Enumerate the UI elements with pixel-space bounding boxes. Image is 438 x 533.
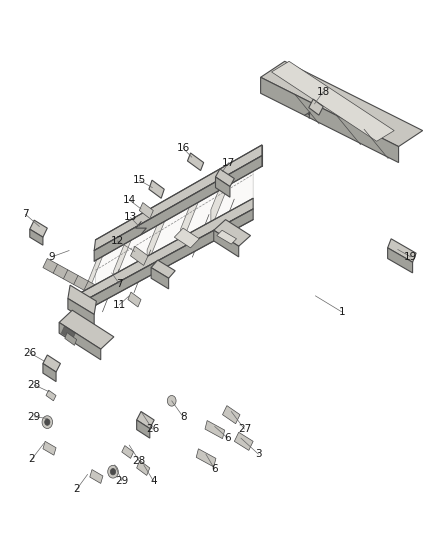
Polygon shape (68, 298, 94, 325)
Polygon shape (174, 228, 199, 248)
Text: 18: 18 (317, 87, 330, 96)
Polygon shape (131, 246, 148, 265)
Polygon shape (90, 470, 103, 483)
Polygon shape (215, 169, 234, 187)
Polygon shape (261, 61, 423, 147)
Polygon shape (147, 206, 165, 265)
Polygon shape (46, 390, 56, 401)
Polygon shape (272, 61, 394, 141)
Polygon shape (137, 411, 154, 429)
Text: 28: 28 (133, 456, 146, 466)
Polygon shape (223, 406, 240, 424)
Text: 6: 6 (211, 464, 218, 474)
Polygon shape (211, 166, 228, 229)
Polygon shape (217, 230, 237, 244)
Text: 14: 14 (123, 195, 136, 205)
Text: 3: 3 (255, 449, 262, 459)
Polygon shape (65, 333, 77, 345)
Circle shape (42, 416, 53, 429)
Polygon shape (43, 355, 60, 372)
Polygon shape (137, 461, 150, 475)
Text: 2: 2 (73, 484, 80, 494)
Polygon shape (94, 145, 262, 251)
Text: 7: 7 (22, 209, 29, 219)
Polygon shape (151, 268, 169, 289)
Polygon shape (43, 441, 56, 455)
Polygon shape (261, 77, 399, 163)
Text: 19: 19 (404, 252, 417, 262)
Polygon shape (30, 220, 47, 237)
Circle shape (167, 395, 176, 406)
Polygon shape (30, 229, 43, 245)
Polygon shape (214, 220, 251, 246)
Polygon shape (77, 198, 253, 305)
Polygon shape (309, 99, 323, 115)
Text: 7: 7 (116, 279, 123, 288)
Text: 26: 26 (146, 424, 159, 434)
Polygon shape (59, 310, 114, 349)
Text: 4: 4 (150, 476, 157, 486)
Polygon shape (94, 156, 262, 261)
Text: 8: 8 (180, 412, 187, 422)
Text: 15: 15 (133, 175, 146, 185)
Polygon shape (68, 285, 96, 314)
Text: 1: 1 (338, 307, 345, 317)
Circle shape (108, 465, 118, 478)
Circle shape (110, 469, 116, 475)
Text: 29: 29 (115, 476, 128, 486)
Polygon shape (128, 292, 141, 307)
Polygon shape (187, 153, 204, 171)
Text: 11: 11 (113, 300, 126, 310)
Polygon shape (43, 364, 56, 382)
Text: 6: 6 (224, 433, 231, 443)
Text: 27: 27 (238, 424, 251, 434)
Polygon shape (151, 260, 175, 278)
Polygon shape (215, 177, 230, 197)
Text: 28: 28 (28, 380, 41, 390)
Polygon shape (61, 326, 75, 340)
Polygon shape (85, 245, 102, 300)
Text: 12: 12 (111, 236, 124, 246)
Text: 13: 13 (124, 213, 137, 222)
Polygon shape (196, 449, 216, 467)
Polygon shape (180, 185, 198, 246)
Polygon shape (214, 230, 239, 257)
Text: 9: 9 (48, 252, 55, 262)
Text: 26: 26 (23, 348, 36, 358)
Polygon shape (113, 227, 131, 284)
Polygon shape (122, 446, 134, 458)
Polygon shape (59, 322, 101, 360)
Polygon shape (149, 180, 164, 198)
Polygon shape (139, 203, 153, 219)
Polygon shape (388, 239, 416, 262)
Text: 29: 29 (28, 412, 41, 422)
Polygon shape (388, 248, 413, 273)
Text: 16: 16 (177, 143, 190, 153)
Polygon shape (43, 259, 99, 296)
Polygon shape (137, 420, 150, 438)
Text: 2: 2 (28, 455, 35, 464)
Circle shape (45, 419, 50, 425)
Text: 17: 17 (222, 158, 235, 167)
Polygon shape (95, 150, 253, 294)
Polygon shape (234, 432, 253, 450)
Polygon shape (77, 209, 253, 316)
Polygon shape (205, 421, 225, 439)
